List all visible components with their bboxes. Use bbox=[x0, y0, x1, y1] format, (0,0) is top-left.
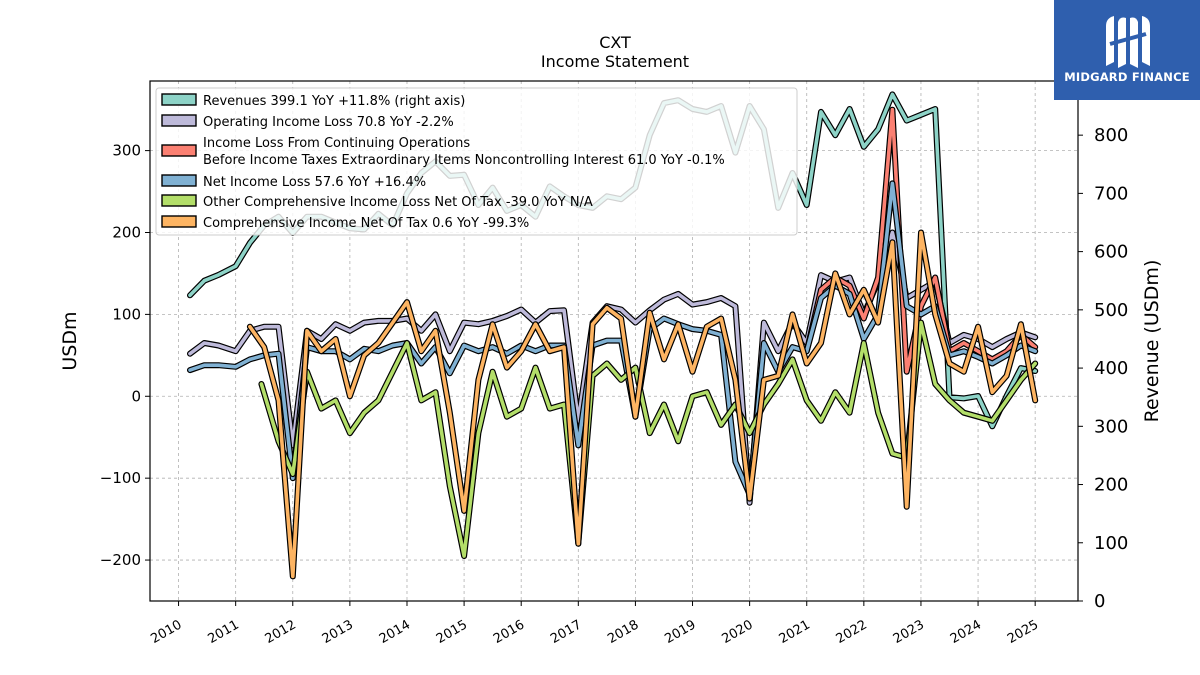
series-5 bbox=[246, 229, 1039, 580]
legend-label-line: Before Income Taxes Extraordinary Items … bbox=[203, 153, 725, 168]
legend-swatch-2 bbox=[161, 144, 197, 157]
y-tick-label: −100 bbox=[100, 469, 141, 487]
series-3 bbox=[187, 180, 1039, 498]
legend-label-3: Net Income Loss 57.6 YoY +16.4% bbox=[203, 175, 426, 190]
x-tick-label: 2022 bbox=[834, 617, 870, 647]
legend-swatch-0 bbox=[161, 93, 197, 106]
y-tick-label: 0 bbox=[131, 387, 141, 405]
logo-text: MIDGARD FINANCE bbox=[1064, 70, 1190, 84]
x-tick-label: 2015 bbox=[434, 617, 470, 647]
chart-subtitle: Income Statement bbox=[541, 52, 689, 71]
y-tick-label: 100 bbox=[112, 305, 141, 323]
y-tick-label: 300 bbox=[112, 142, 141, 160]
x-tick-label: 2017 bbox=[548, 617, 584, 647]
x-tick-label: 2024 bbox=[948, 617, 984, 647]
y2-tick-label: 200 bbox=[1094, 475, 1128, 496]
x-tick-label: 2010 bbox=[148, 617, 184, 647]
y2-tick-label: 500 bbox=[1094, 300, 1128, 321]
legend-swatch-5 bbox=[161, 215, 197, 228]
legend-label-1: Operating Income Loss 70.8 YoY -2.2% bbox=[203, 115, 454, 130]
x-tick-label: 2013 bbox=[320, 617, 356, 647]
series-line-2 bbox=[804, 107, 1037, 374]
plot-frame bbox=[149, 80, 1079, 602]
chart-title: CXT bbox=[599, 33, 631, 52]
y-axis-left: −200 −100 0 100 200 300 bbox=[100, 142, 150, 569]
x-tick-label: 2021 bbox=[777, 617, 813, 647]
x-tick-label: 2011 bbox=[206, 617, 242, 647]
legend: Revenues 399.1 YoY +11.8% (right axis) Op… bbox=[155, 87, 798, 236]
x-tick-label: 2016 bbox=[491, 617, 527, 647]
legend-label-2: Income Loss From Continuing Operations Be… bbox=[203, 136, 725, 168]
y-tick-label: 200 bbox=[112, 223, 141, 241]
y2-tick-label: 700 bbox=[1094, 183, 1128, 204]
y2-tick-label: 100 bbox=[1094, 533, 1128, 554]
y2-tick-label: 400 bbox=[1094, 358, 1128, 379]
series-line-3 bbox=[188, 181, 1037, 497]
y2-tick-label: 0 bbox=[1094, 591, 1105, 612]
legend-label-0: Revenues 399.1 YoY +11.8% (right axis) bbox=[203, 94, 465, 109]
midgard-rune-logo-icon bbox=[1106, 16, 1150, 68]
x-tick-label: 2020 bbox=[719, 617, 755, 647]
legend-label-4: Other Comprehensive Income Loss Net Of T… bbox=[203, 195, 593, 210]
midgard-finance-logo: MIDGARD FINANCE bbox=[1054, 0, 1200, 100]
series-line-5 bbox=[248, 230, 1037, 579]
y2-tick-label: 600 bbox=[1094, 242, 1128, 263]
x-tick-label: 2012 bbox=[263, 617, 299, 647]
legend-swatch-1 bbox=[161, 114, 197, 127]
y-tick-label: −200 bbox=[100, 551, 141, 569]
legend-label-line: Income Loss From Continuing Operations bbox=[203, 136, 470, 151]
y-axis-label: USDm bbox=[59, 311, 81, 370]
legend-swatch-3 bbox=[161, 174, 197, 187]
x-axis: 2010 2011 2012 2013 2014 2015 2016 2017 2018 2019… bbox=[148, 601, 1041, 647]
legend-label-5: Comprehensive Income Net Of Tax 0.6 YoY … bbox=[203, 216, 529, 231]
legend-swatch-4 bbox=[161, 194, 197, 207]
x-tick-label: 2023 bbox=[891, 617, 927, 647]
x-tick-label: 2019 bbox=[662, 617, 698, 647]
x-tick-label: 2025 bbox=[1005, 617, 1041, 647]
y-axis-right: 0 100 200 300 400 500 600 700 800 bbox=[1078, 125, 1128, 612]
y2-tick-label: 300 bbox=[1094, 416, 1128, 437]
series-2 bbox=[803, 106, 1039, 375]
y2-tick-label: 800 bbox=[1094, 125, 1128, 146]
legend-box bbox=[155, 87, 798, 236]
y2-axis-label: Revenue (USDm) bbox=[1141, 260, 1163, 423]
x-tick-label: 2018 bbox=[605, 617, 641, 647]
x-tick-label: 2014 bbox=[377, 617, 413, 647]
